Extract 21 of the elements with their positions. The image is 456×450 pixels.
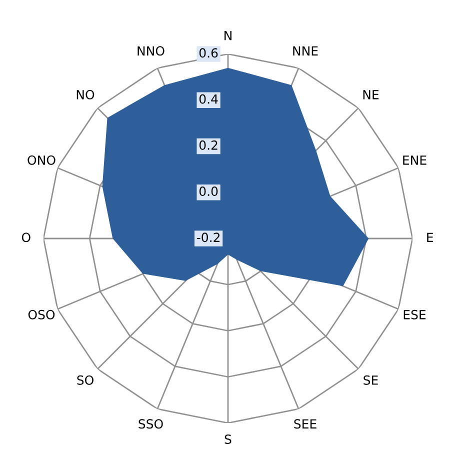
spoke-label: NNE — [293, 46, 318, 56]
spoke-label: NO — [76, 90, 94, 100]
spoke-label: S — [224, 434, 232, 444]
spoke-label: NE — [363, 90, 379, 100]
spoke-label: E — [427, 232, 434, 242]
spoke-label: ONO — [28, 155, 56, 165]
spoke-label: SSO — [138, 419, 163, 429]
spoke-label: SO — [77, 375, 94, 385]
y-tick-label: -0.2 — [196, 232, 220, 242]
spoke-label: OSO — [28, 310, 55, 320]
spoke-label: O — [22, 232, 30, 242]
spoke-label: SEE — [294, 419, 316, 429]
spoke-label: SE — [364, 375, 378, 385]
spoke-label: ESE — [404, 310, 426, 320]
spoke-label: N — [224, 30, 232, 40]
spoke-label: NNO — [138, 46, 164, 56]
y-tick-label: 0.0 — [199, 186, 218, 196]
y-tick-label: 0.2 — [199, 140, 218, 150]
y-tick-label: 0.6 — [199, 48, 218, 58]
spoke-label: ENE — [403, 156, 426, 165]
y-tick-label: 0.4 — [199, 94, 218, 104]
